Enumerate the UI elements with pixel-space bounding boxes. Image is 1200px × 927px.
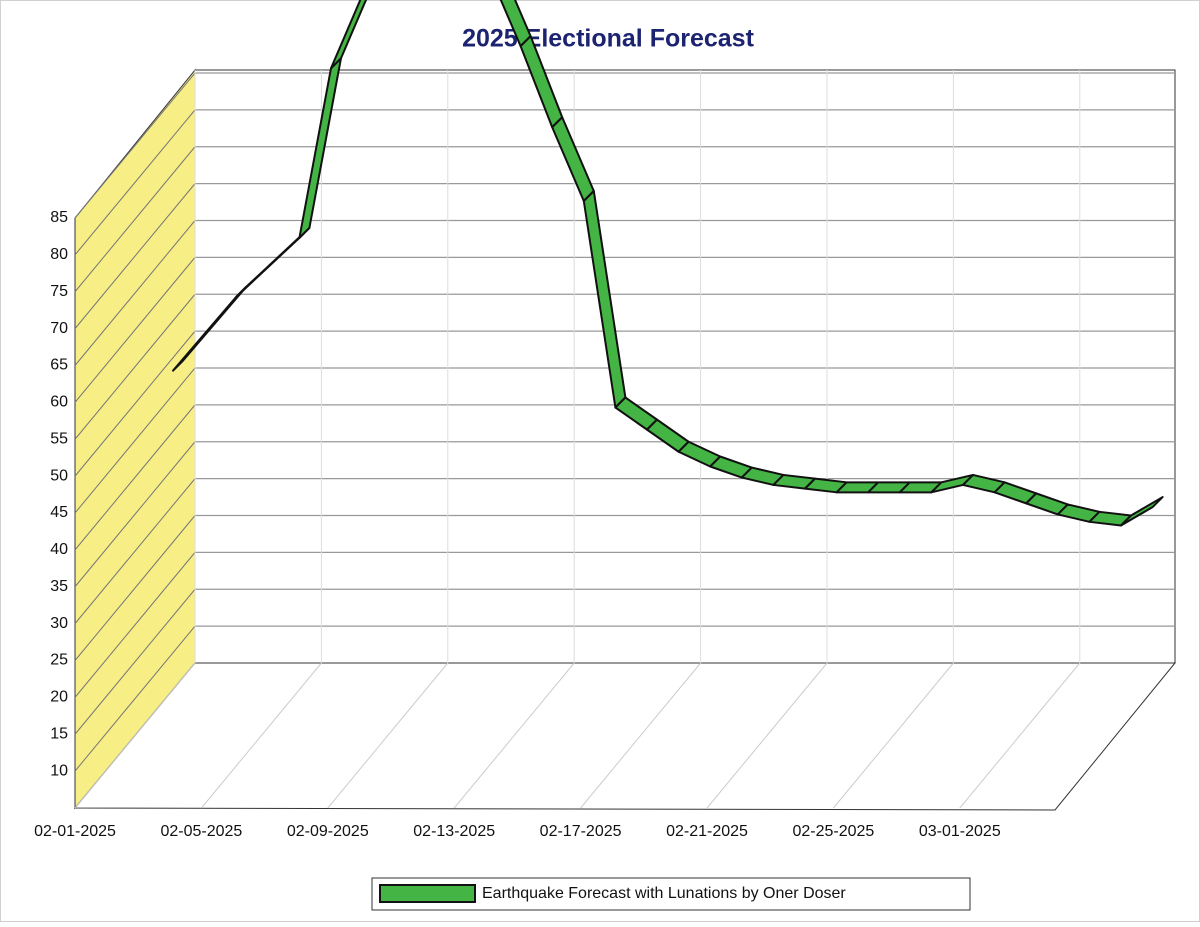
wall-grid-line bbox=[74, 146, 196, 293]
floor-grid-line bbox=[74, 662, 196, 809]
floor bbox=[73, 662, 1177, 811]
wall-grid-line bbox=[74, 441, 196, 588]
legend-label: Earthquake Forecast with Lunations by On… bbox=[482, 885, 846, 902]
y-tick-label: 10 bbox=[50, 762, 68, 779]
wall-grid-line bbox=[74, 293, 196, 440]
ribbon-segment bbox=[1120, 496, 1164, 527]
y-tick-label: 65 bbox=[50, 357, 68, 374]
floor-grid-line bbox=[959, 662, 1081, 809]
x-tick-label: 02-05-2025 bbox=[160, 823, 242, 840]
wall-grid-line bbox=[74, 588, 196, 735]
x-tick-label: 02-01-2025 bbox=[34, 823, 116, 840]
wall-grid-line bbox=[74, 220, 196, 366]
wall-grid-line bbox=[74, 367, 196, 514]
y-tick-label: 35 bbox=[50, 578, 68, 595]
x-tick-label: 02-17-2025 bbox=[540, 823, 622, 840]
y-tick-label: 30 bbox=[50, 615, 68, 632]
y-tick-label: 85 bbox=[50, 209, 68, 226]
y-tick-label: 45 bbox=[50, 504, 68, 521]
x-tick-label: 02-13-2025 bbox=[413, 823, 495, 840]
y-tick-label: 50 bbox=[50, 467, 68, 484]
back-wall bbox=[194, 69, 1176, 664]
wall-grid-line bbox=[74, 625, 196, 772]
wall-grid-line bbox=[74, 72, 196, 219]
wall-grid-line bbox=[74, 404, 196, 551]
wall-grid-line bbox=[74, 109, 196, 256]
legend bbox=[371, 877, 971, 911]
floor-grid-line bbox=[327, 662, 449, 809]
y-tick-label: 80 bbox=[50, 246, 68, 263]
y-tick-label: 75 bbox=[50, 283, 68, 300]
wall-grid-line bbox=[74, 478, 196, 624]
wall-grid-line bbox=[74, 257, 196, 403]
wall-grid-line bbox=[74, 552, 196, 698]
wall-grid-line bbox=[74, 183, 196, 329]
y-tick-label: 60 bbox=[50, 394, 68, 411]
ribbon-segment bbox=[330, 0, 368, 70]
wall-grid-line bbox=[74, 515, 196, 661]
floor-grid-line bbox=[201, 662, 322, 809]
y-tick-label: 55 bbox=[50, 430, 68, 447]
y-tick-label: 25 bbox=[50, 652, 68, 669]
y-tick-label: 20 bbox=[50, 689, 68, 706]
floor-grid-line bbox=[453, 662, 575, 809]
y-tick-label: 40 bbox=[50, 541, 68, 558]
legend-swatch bbox=[379, 884, 476, 903]
x-tick-label: 02-25-2025 bbox=[792, 823, 874, 840]
floor-grid-line bbox=[706, 662, 828, 809]
x-tick-label: 02-09-2025 bbox=[287, 823, 369, 840]
y-tick-label: 70 bbox=[50, 320, 68, 337]
chart-title: 2025 Electional Forecast bbox=[462, 25, 754, 53]
x-tick-label: 03-01-2025 bbox=[919, 823, 1001, 840]
x-tick-label: 02-21-2025 bbox=[666, 823, 748, 840]
wall-grid-line bbox=[74, 330, 196, 477]
floor-grid-line bbox=[580, 662, 701, 809]
y-tick-label: 15 bbox=[50, 725, 68, 742]
floor-grid-line bbox=[833, 662, 954, 809]
